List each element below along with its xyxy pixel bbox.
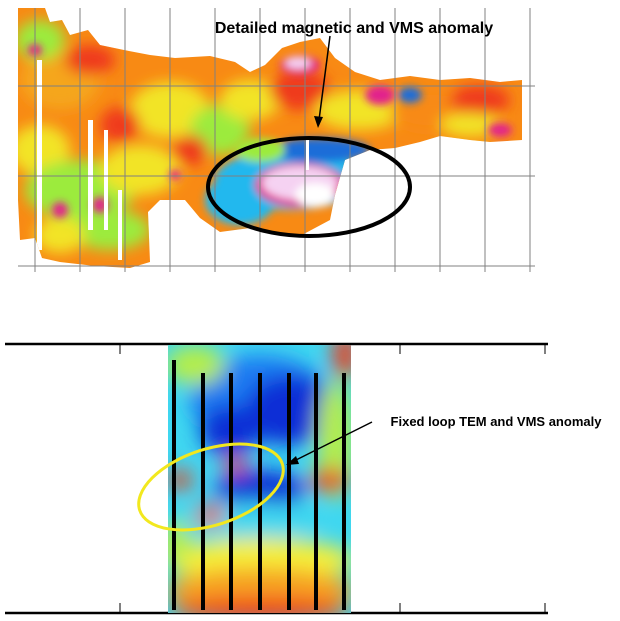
magnetic-map-panel: Detailed magnetic and VMS anomaly — [18, 8, 535, 272]
arrow-icon — [314, 35, 331, 128]
magnetic-anomaly-ellipse — [206, 136, 412, 238]
tem-anomaly-label: Fixed loop TEM and VMS anomaly — [391, 414, 603, 429]
tem-survey-lines — [172, 360, 346, 610]
tem-map-panel: Fixed loop TEM and VMS anomaly — [5, 342, 603, 615]
tem-anomaly-ellipse — [137, 442, 285, 532]
magnetic-anomaly-label: Detailed magnetic and VMS anomaly — [215, 20, 493, 37]
arrow-icon — [286, 421, 373, 465]
